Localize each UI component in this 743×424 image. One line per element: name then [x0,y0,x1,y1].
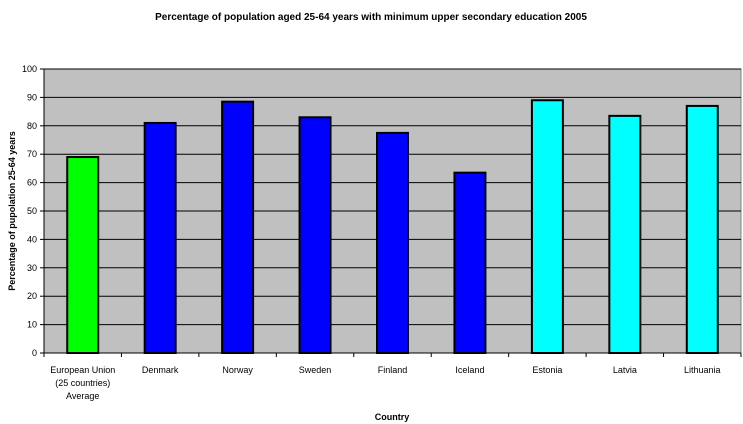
y-tick-label: 20 [27,291,37,301]
x-tick-label: Finland [378,365,408,375]
y-tick-label: 10 [27,320,37,330]
x-tick-label: Denmark [142,365,179,375]
y-tick-label: 90 [27,92,37,102]
y-tick-label: 70 [27,149,37,159]
bar-5 [453,171,487,354]
bar-0 [66,156,100,354]
bar-7 [608,114,642,354]
chart-title: Percentage of population aged 25-64 year… [155,12,587,23]
x-tick-label: Estonia [532,365,562,375]
x-tick-label: Sweden [299,365,332,375]
bar-6 [530,99,564,354]
y-tick-label: 50 [27,206,37,216]
y-tick-label: 30 [27,263,37,273]
y-tick-label: 0 [32,348,37,358]
y-tick-label: 60 [27,178,37,188]
y-tick-label: 40 [27,234,37,244]
bar-4 [376,131,409,354]
x-tick-label: European Union (25 countries) Average [50,365,115,401]
x-tick-label: Lithuania [684,365,721,375]
x-axis-title: Country [375,412,410,422]
x-tick-label: Iceland [455,365,484,375]
bar-2 [221,100,255,354]
bar-8 [685,104,719,354]
bar-1 [143,121,177,354]
y-axis-ticks: 0 10 20 30 40 50 60 70 80 90 100 [22,64,44,358]
x-axis-ticks: European Union (25 countries) Average Denma… [43,353,742,401]
bars [66,99,719,354]
bar-3 [298,116,332,354]
y-tick-label: 100 [22,64,37,74]
y-tick-label: 80 [27,121,37,131]
x-tick-label: Norway [222,365,253,375]
y-axis-title: Percentage of pupolation 25-64 years [7,131,17,291]
x-tick-label: Latvia [613,365,637,375]
